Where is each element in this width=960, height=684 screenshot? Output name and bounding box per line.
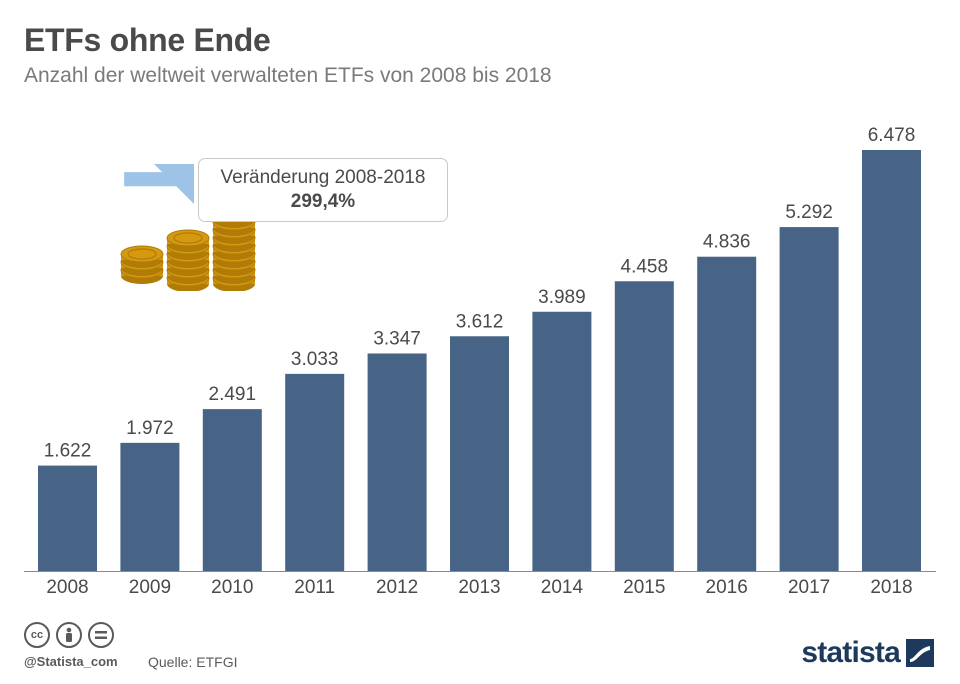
bar-2008 (38, 465, 97, 571)
x-tick-label-2017: 2017 (788, 577, 830, 598)
change-callout: Veränderung 2008-2018 299,4% (198, 158, 448, 222)
value-label-2018: 6.478 (868, 125, 916, 146)
attribution-icon[interactable] (56, 622, 82, 648)
callout-value: 299,4% (290, 191, 356, 212)
x-tick-label-2018: 2018 (870, 577, 912, 598)
value-label-2013: 3.612 (456, 311, 504, 332)
x-tick-label-2015: 2015 (623, 577, 665, 598)
x-tick-label-2010: 2010 (211, 577, 253, 598)
statista-handle[interactable]: @Statista_com (24, 654, 118, 669)
bar-2016 (697, 256, 757, 571)
bar-2009 (120, 442, 180, 571)
x-tick-label-2008: 2008 (46, 577, 88, 598)
value-label-2009: 1.972 (126, 418, 174, 439)
value-label-2014: 3.989 (538, 287, 586, 308)
bar-2013 (450, 336, 509, 571)
bar-2015 (614, 281, 674, 571)
value-label-2016: 4.836 (703, 232, 751, 253)
value-label-2017: 5.292 (785, 202, 833, 223)
chart-subtitle: Anzahl der weltweit verwalteten ETFs von… (24, 64, 552, 87)
bar-2014 (532, 311, 592, 571)
value-label-2015: 4.458 (621, 256, 669, 277)
license-icons: cc (24, 622, 114, 648)
statista-mark-icon (906, 639, 934, 667)
value-label-2011: 3.033 (291, 349, 339, 370)
x-tick-label-2016: 2016 (706, 577, 748, 598)
x-tick-label-2013: 2013 (458, 577, 500, 598)
callout-label: Veränderung 2008-2018 (220, 167, 426, 188)
up-arrow-icon (124, 164, 194, 204)
statista-logo[interactable]: statista (801, 636, 934, 670)
x-tick-label-2012: 2012 (376, 577, 418, 598)
no-derivatives-icon[interactable] (88, 622, 114, 648)
x-tick-label-2014: 2014 (541, 577, 584, 598)
x-tick-label-2009: 2009 (129, 577, 171, 598)
bar-2018 (862, 150, 921, 571)
cc-icon[interactable]: cc (24, 622, 50, 648)
bar-2010 (202, 409, 262, 571)
source-note: Quelle: ETFGI (148, 654, 238, 670)
bar-2012 (367, 353, 427, 571)
x-tick-label-2011: 2011 (294, 577, 335, 598)
bar-2017 (779, 227, 839, 571)
chart-title: ETFs ohne Ende (24, 22, 271, 58)
brand-name: statista (801, 636, 900, 669)
value-label-2010: 2.491 (209, 384, 257, 405)
bar-2011 (285, 373, 345, 571)
value-label-2012: 3.347 (373, 328, 421, 349)
value-label-2008: 1.622 (44, 441, 92, 462)
